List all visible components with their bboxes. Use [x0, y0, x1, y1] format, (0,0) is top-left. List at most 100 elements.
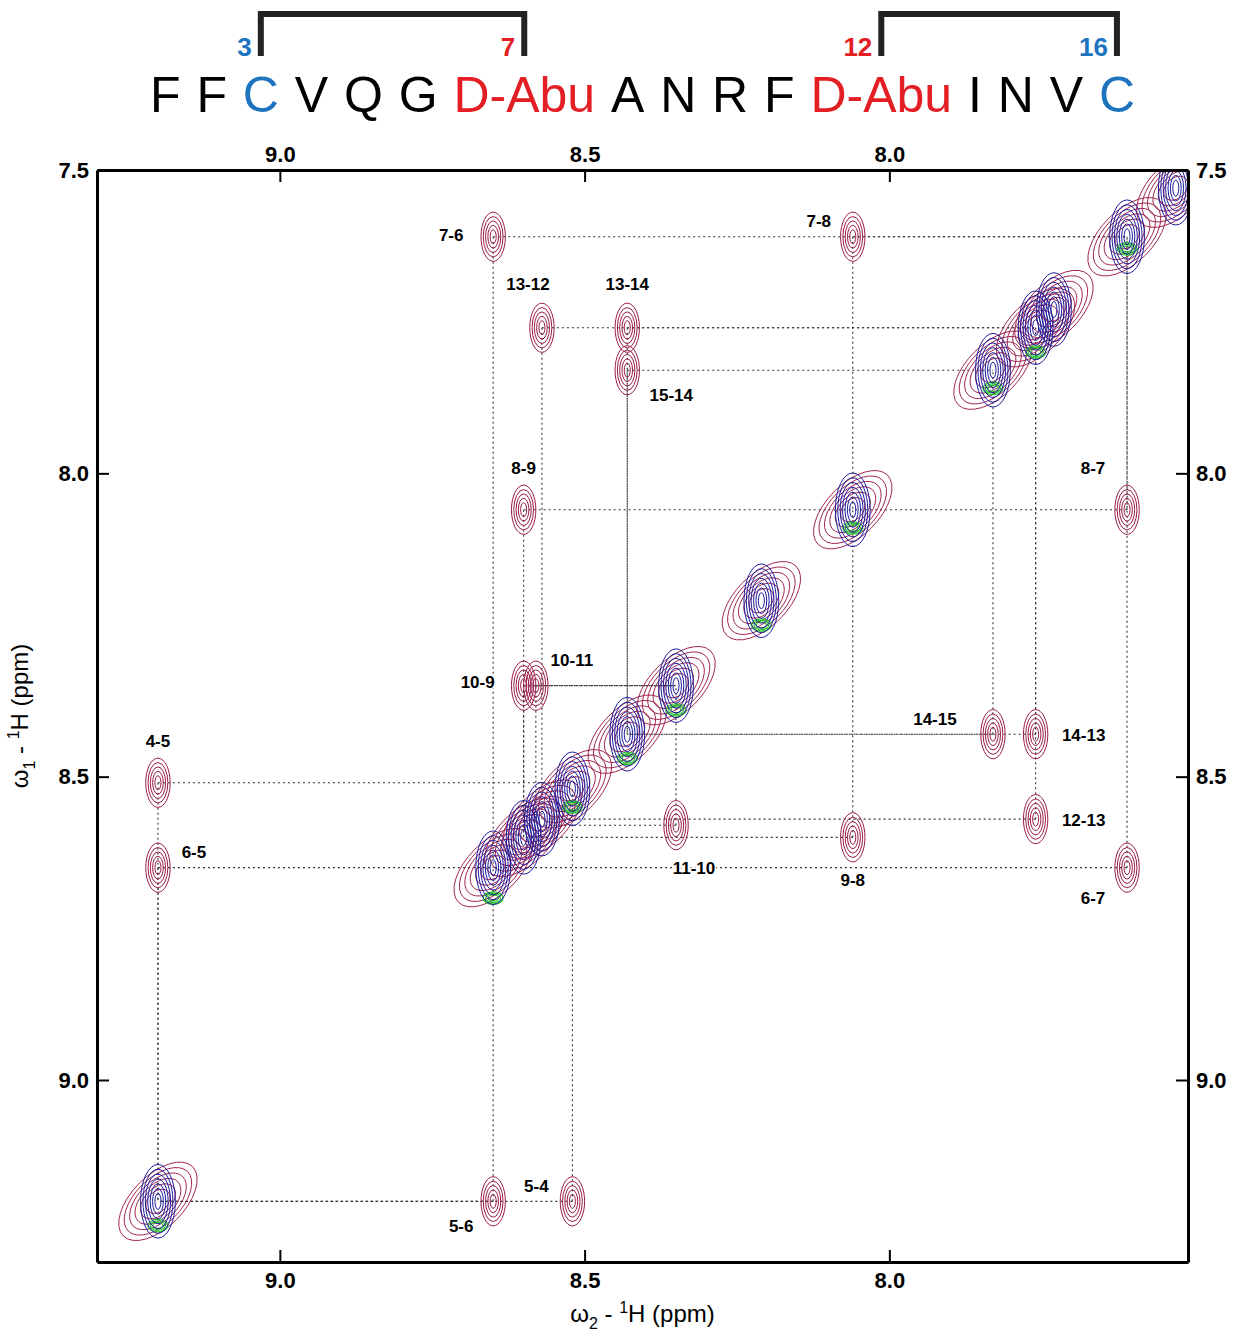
cross-peak: [615, 346, 639, 395]
peak-label: 11-10: [673, 859, 716, 878]
tick: 8.5: [570, 142, 601, 182]
axis-title-part: -: [598, 1300, 619, 1327]
diagonal-peak: [141, 1165, 176, 1239]
contour: [557, 757, 587, 821]
tick-label: 9.0: [1196, 1068, 1227, 1093]
contour: [1163, 170, 1188, 215]
cross-peak: [481, 212, 505, 261]
contour: [155, 1193, 161, 1209]
tick-label: 8.5: [58, 764, 89, 789]
contour: [488, 225, 499, 248]
contour: [567, 1190, 578, 1213]
contour: [617, 350, 637, 390]
contour: [483, 217, 503, 257]
contour: [615, 346, 639, 395]
contour: [940, 317, 1046, 423]
contour: [659, 649, 694, 723]
y-axis-title: ω1 - 1H (ppm): [5, 644, 38, 789]
contour: [1170, 175, 1181, 201]
peak-label: 13-14: [606, 275, 650, 294]
axis-line: [98, 169, 1189, 172]
diagonal-peak: [1158, 170, 1188, 225]
peak-label: 14-15: [913, 710, 956, 729]
contour: [488, 855, 499, 881]
tick-label: 8.0: [875, 1268, 906, 1293]
contour: [624, 363, 630, 377]
contour: [534, 802, 550, 837]
contour: [978, 338, 1008, 402]
tick-label: 9.0: [265, 142, 296, 167]
contour: [153, 771, 164, 794]
contour: [483, 892, 503, 904]
diagonal-peaks: [141, 170, 1188, 1238]
contour: [513, 815, 533, 860]
contour: [486, 1186, 501, 1218]
contour: [537, 316, 548, 339]
contour: [843, 217, 863, 257]
cross-peak: [841, 813, 865, 862]
contour: [840, 483, 865, 537]
diagonal-ridge-peak: [105, 1148, 211, 1254]
contour: [153, 1189, 164, 1215]
contour: [511, 788, 574, 851]
contour: [119, 1163, 196, 1240]
residue-number: 16: [1079, 32, 1108, 62]
contour: [143, 1169, 173, 1233]
contour: [615, 303, 639, 352]
tick-label: 8.5: [570, 1268, 601, 1293]
contour: [838, 478, 868, 542]
tick: 8.0: [1176, 461, 1227, 486]
connection-line: [572, 789, 573, 1202]
tick-mark: [1176, 473, 1188, 475]
contour: [1166, 170, 1186, 211]
contour: [666, 663, 686, 708]
contour: [127, 1170, 190, 1233]
contour: [814, 471, 891, 548]
contour: [514, 490, 534, 530]
connection-line: [627, 328, 628, 734]
tick: 8.0: [875, 142, 906, 182]
contour: [624, 321, 630, 335]
contour: [565, 802, 580, 811]
contour: [532, 308, 552, 348]
residue-number: 3: [237, 32, 251, 62]
contour: [990, 727, 996, 741]
contour: [1110, 200, 1145, 274]
peak-label: 8-7: [1081, 459, 1106, 478]
contour: [671, 673, 682, 699]
connection-line: [852, 510, 853, 838]
contour: [619, 717, 635, 752]
contour: [708, 548, 814, 654]
contour: [990, 362, 996, 378]
contour: [563, 1181, 583, 1221]
contour: [988, 357, 999, 383]
peak-label: 15-14: [650, 386, 694, 405]
contour: [1030, 808, 1041, 831]
tick-mark: [279, 1250, 281, 1262]
contour: [843, 487, 863, 532]
axis-line: [96, 171, 99, 1263]
contour: [622, 316, 633, 339]
tick: 9.0: [265, 1250, 296, 1293]
contour: [983, 348, 1003, 393]
connection-line: [536, 685, 676, 686]
contour: [565, 1186, 580, 1218]
tick-mark: [279, 170, 281, 182]
contour: [533, 679, 539, 693]
connection-line: [157, 783, 158, 1202]
contour: [1049, 297, 1060, 323]
diagonal-peak: [976, 333, 1011, 407]
contour: [1026, 714, 1046, 754]
axis-title-part: H (ppm): [628, 1300, 715, 1327]
contour: [485, 850, 501, 885]
contour: [754, 583, 770, 618]
contour: [1122, 498, 1133, 521]
axis-line: [98, 1261, 1189, 1264]
contour: [1044, 287, 1064, 332]
contour: [150, 767, 165, 799]
diagonal-peak: [610, 697, 645, 771]
connection-line: [627, 734, 1035, 735]
cross-peak: [981, 710, 1005, 759]
contour: [569, 781, 575, 797]
cross-peak: [146, 843, 170, 892]
